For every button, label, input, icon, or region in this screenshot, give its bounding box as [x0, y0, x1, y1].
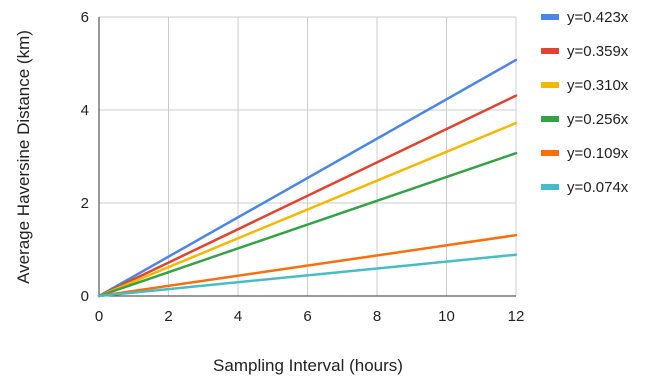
y-tick-label: 4: [81, 102, 89, 119]
legend-swatch: [541, 116, 559, 122]
series-line: [97, 233, 518, 298]
series-line: [97, 253, 518, 298]
grid: [99, 16, 517, 296]
series-lines: [97, 58, 518, 298]
legend-label: y=0.423x: [567, 9, 629, 26]
legend-label: y=0.074x: [567, 179, 629, 196]
legend-label: y=0.109x: [567, 145, 629, 162]
legend-swatch: [541, 150, 559, 156]
axes: 0 2 4 6 8 10 12 0 2 4 6: [81, 9, 525, 325]
legend-swatch: [541, 48, 559, 54]
x-tick-label: 2: [164, 308, 172, 325]
legend-swatch: [541, 14, 559, 20]
legend-label: y=0.256x: [567, 111, 629, 128]
legend-label: y=0.359x: [567, 43, 629, 60]
series-line: [97, 121, 518, 298]
series-line: [97, 58, 518, 298]
x-tick-label: 10: [438, 308, 455, 325]
y-axis-label: Average Haversine Distance (km): [14, 30, 33, 284]
legend-label: y=0.310x: [567, 77, 629, 94]
y-tick-label: 0: [81, 288, 89, 305]
series-line: [97, 94, 518, 298]
x-tick-label: 0: [95, 308, 103, 325]
y-tick-label: 6: [81, 9, 89, 26]
x-tick-label: 6: [303, 308, 311, 325]
legend-swatch: [541, 82, 559, 88]
x-tick-label: 12: [508, 308, 525, 325]
y-tick-label: 2: [81, 195, 89, 212]
x-tick-label: 8: [373, 308, 381, 325]
legend-swatch: [541, 184, 559, 190]
x-tick-label: 4: [234, 308, 242, 325]
legend: y=0.423x y=0.359x y=0.310x y=0.256x y=0.109x…: [541, 9, 629, 196]
series-line: [97, 151, 518, 298]
x-axis-label: Sampling Interval (hours): [213, 356, 403, 375]
